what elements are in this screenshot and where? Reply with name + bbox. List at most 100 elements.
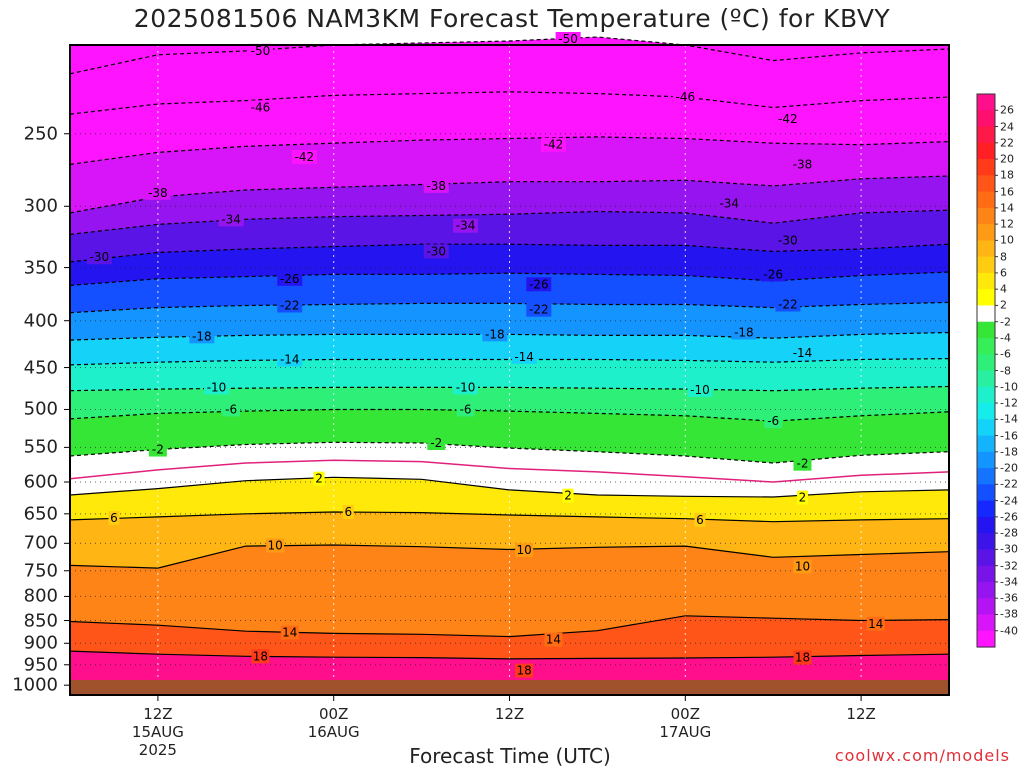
isotherm-label-bg-6-1 — [342, 504, 354, 519]
isotherm-label-bg--34-2 — [716, 196, 742, 211]
colorbar-label-26: 26 — [1000, 103, 1014, 117]
isotherm-label--46-1: -46 — [675, 90, 695, 104]
colorbar-swatch-10 — [977, 256, 995, 274]
isotherm-label-6-0: 6 — [110, 511, 118, 525]
isotherm-label-bg--14-2 — [790, 346, 815, 361]
isotherm-label--34-0: -34 — [221, 212, 241, 226]
colorbar-label--12: -12 — [1000, 396, 1018, 410]
isotherm-label--38-1: -38 — [426, 179, 446, 193]
x-tick-label-line: 00Z — [670, 705, 700, 723]
colorbar-label-20: 20 — [1000, 152, 1014, 166]
isotherm-label-bg-10-1 — [515, 543, 534, 558]
isotherm-label-14-0: 14 — [282, 626, 297, 640]
y-tick-label-1000: 1000 — [12, 674, 58, 696]
x-tick-label-line: 2025 — [138, 741, 177, 759]
y-tick-label-400: 400 — [23, 310, 58, 332]
colorbar-swatch-18 — [977, 386, 995, 404]
x-tick-label-42: 00Z 17AUG — [625, 705, 745, 741]
isotherm-label-bg--30-2 — [775, 233, 801, 248]
isotherm-label-10-2: 10 — [795, 559, 810, 573]
colorbar-swatch-3 — [977, 142, 995, 160]
isotherm-label--26-2: -26 — [763, 267, 783, 281]
x-tick-label-line: 00Z — [319, 705, 349, 723]
x-tick-label-line: 17AUG — [659, 723, 712, 741]
x-tick-label-line: 12Z — [494, 705, 525, 723]
colorbar-swatch-4 — [977, 159, 995, 176]
isotherm-label-bg--2-0 — [148, 442, 167, 457]
x-tick-label-30: 12Z — [450, 705, 570, 723]
colorbar-swatch-19 — [977, 403, 995, 420]
isotherm-label-bg-6-0 — [108, 511, 120, 526]
isotherm-label--50-1: -50 — [558, 32, 578, 46]
isotherm-label--10-1: -10 — [456, 380, 476, 394]
isotherm-label--42-1: -42 — [544, 138, 564, 152]
colorbar-label--28: -28 — [1000, 526, 1018, 540]
colorbar-label--2: -2 — [1000, 315, 1011, 329]
isotherm-label-bg--26-1 — [526, 277, 552, 292]
colorbar-label--36: -36 — [1000, 591, 1018, 605]
isotherm-label-bg--34-1 — [453, 218, 479, 233]
colorbar-label--20: -20 — [1000, 461, 1018, 475]
y-tick-label-600: 600 — [23, 471, 58, 493]
isotherm-label-bg--26-2 — [760, 267, 786, 282]
y-tick-label-500: 500 — [23, 398, 58, 420]
isotherm-label--10-0: -10 — [207, 380, 227, 394]
colorbar-swatch-16 — [977, 354, 995, 372]
y-tick-label-850: 850 — [23, 610, 58, 632]
isotherm-label-6-2: 6 — [696, 513, 704, 527]
isotherm-label-bg--46-0 — [247, 100, 273, 115]
isotherm-label-bg-2-2 — [797, 490, 808, 505]
colorbar-swatch-0 — [977, 94, 995, 111]
isotherm-label-2-2: 2 — [799, 491, 807, 505]
colorbar-label-2: 2 — [1000, 298, 1007, 312]
isotherm-label-bg--22-1 — [526, 302, 552, 317]
isotherm-label-18-0: 18 — [253, 649, 268, 663]
isotherm-label-bg-2-0 — [313, 471, 325, 486]
colorbar-label-18: 18 — [1000, 168, 1014, 182]
isotherm-0 — [69, 459, 950, 483]
isotherm-label-bg--30-0 — [86, 250, 112, 265]
isotherm-label--42-2: -42 — [778, 112, 798, 126]
isotherm-label--18-1: -18 — [485, 327, 505, 341]
isotherm-label-2-0: 2 — [315, 472, 323, 486]
x-tick-label-line: 12Z — [143, 705, 173, 723]
isotherm-label-bg--22-2 — [775, 297, 801, 312]
isotherm-label--10-2: -10 — [690, 383, 710, 397]
isotherm-label--26-0: -26 — [280, 272, 300, 286]
y-tick-marks — [64, 133, 70, 686]
colorbar-label-10: 10 — [1000, 233, 1014, 247]
y-tick-label-300: 300 — [23, 195, 58, 217]
x-tick-label-line: 12Z — [846, 705, 876, 723]
isotherm-label-14-1: 14 — [546, 633, 561, 647]
isotherm--30 — [69, 243, 950, 263]
colorbar-swatch-22 — [977, 451, 995, 469]
colorbar-label--26: -26 — [1000, 510, 1018, 524]
y-tick-label-950: 950 — [23, 654, 58, 676]
colorbar-label--14: -14 — [1000, 412, 1018, 426]
colorbar-label--32: -32 — [1000, 559, 1018, 573]
isotherm-label--6-1: -6 — [460, 402, 472, 416]
colorbar-swatch-2 — [977, 126, 995, 144]
colorbar-label-8: 8 — [1000, 250, 1007, 264]
y-tick-label-450: 450 — [23, 357, 58, 379]
y-tick-label-350: 350 — [23, 257, 58, 279]
isotherm-label--22-2: -22 — [778, 297, 798, 311]
isotherm-label-bg--38-0 — [145, 185, 171, 200]
colorbar-label--38: -38 — [1000, 607, 1018, 621]
isotherm-label-bg-10-0 — [266, 538, 285, 553]
isotherm-label-bg-14-0 — [280, 625, 299, 640]
y-tick-label-550: 550 — [23, 436, 58, 458]
credit-link[interactable]: coolwx.com/models — [834, 746, 1010, 765]
isotherm-label--18-0: -18 — [192, 329, 212, 343]
colorbar-label--6: -6 — [1000, 347, 1011, 361]
isotherm-label-bg-6-2 — [694, 512, 706, 527]
isotherm-label-bg--22-0 — [277, 298, 303, 313]
colorbar-swatch-32 — [977, 614, 995, 632]
y-tick-label-800: 800 — [23, 585, 58, 607]
colorbar-swatch-20 — [977, 419, 995, 437]
isotherm-label-bg--34-0 — [218, 212, 244, 227]
colorbar-swatch-17 — [977, 370, 995, 388]
isotherm-label--6-2: -6 — [767, 414, 779, 428]
isotherm-label--22-1: -22 — [529, 303, 549, 317]
y-tick-label-700: 700 — [23, 532, 58, 554]
